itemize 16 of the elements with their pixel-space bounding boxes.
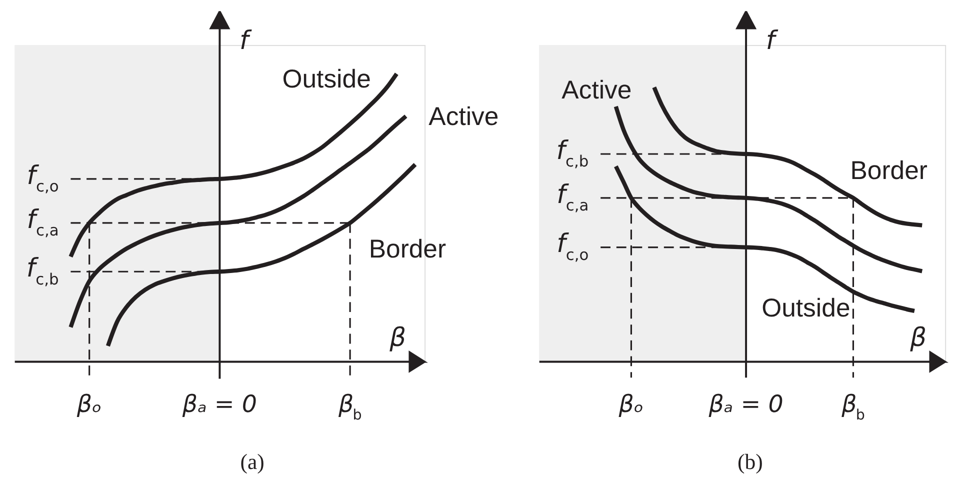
x-axis-title: β <box>388 322 406 353</box>
y-axis-title: f <box>766 26 779 56</box>
series-label: Active <box>562 76 632 105</box>
x-axis-title: β <box>909 322 927 353</box>
text: (a) <box>240 450 264 474</box>
series-label: Active <box>428 103 499 132</box>
series-label: Outside <box>762 294 850 322</box>
series-label: Outside <box>282 66 371 94</box>
y-axis-title: f <box>239 26 252 56</box>
series-label: Border <box>850 157 928 186</box>
text: (b) <box>737 450 763 474</box>
x-tick-label: βₐ = 0 <box>181 390 257 418</box>
x-tick-label: βₐ = 0 <box>708 390 784 418</box>
x-tick-label: βₒ <box>618 390 644 418</box>
series-label: Border <box>368 236 446 264</box>
x-tick-label: βₒ <box>76 390 102 418</box>
